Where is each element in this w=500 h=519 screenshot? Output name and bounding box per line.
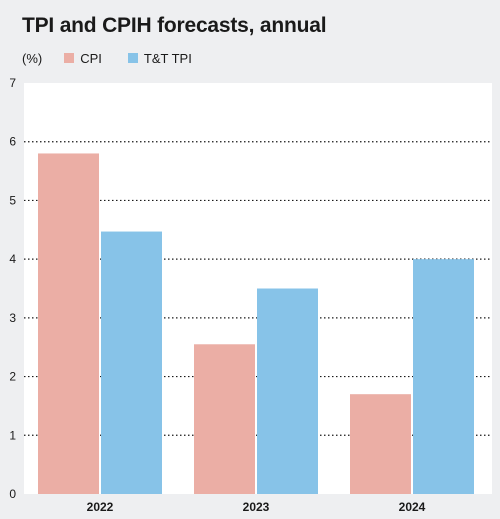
legend-label-tpi: T&T TPI xyxy=(143,50,192,66)
bar-t-t-tpi-2022 xyxy=(101,231,162,494)
y-tick-label: 1 xyxy=(9,428,16,442)
bar-cpi-2022 xyxy=(38,153,99,494)
x-tick-label: 2022 xyxy=(87,500,114,514)
unit-label: (%) xyxy=(22,50,43,66)
bar-cpi-2023 xyxy=(194,344,255,494)
legend-item-cpi: CPI xyxy=(64,51,102,66)
legend-item-tpi: T&T TPI xyxy=(127,50,192,66)
x-tick-label: 2024 xyxy=(399,500,426,514)
y-tick-label: 3 xyxy=(9,311,16,325)
chart-title: TPI and CPIH forecasts, annual xyxy=(22,14,327,37)
y-tick-label: 5 xyxy=(9,193,16,207)
legend-label-cpi: CPI xyxy=(80,50,102,66)
y-tick-label: 4 xyxy=(9,252,16,266)
legend-swatch-cpi xyxy=(64,53,75,63)
legend-swatch-tpi xyxy=(127,53,138,63)
y-tick-label: 7 xyxy=(9,76,16,90)
legend: (%) CPI T&T TPI xyxy=(22,49,218,67)
y-tick-label: 0 xyxy=(9,487,16,501)
x-tick-label: 2023 xyxy=(243,500,270,514)
bar-cpi-2024 xyxy=(350,394,411,494)
bar-t-t-tpi-2023 xyxy=(257,288,318,494)
y-tick-label: 6 xyxy=(9,135,16,149)
y-tick-label: 2 xyxy=(9,370,16,384)
bar-t-t-tpi-2024 xyxy=(413,259,474,494)
